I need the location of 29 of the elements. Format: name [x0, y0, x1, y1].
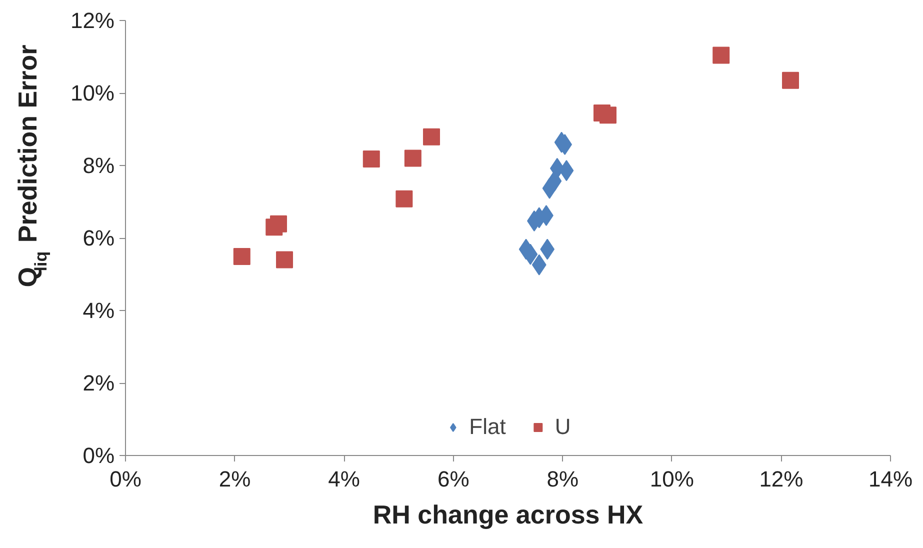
point — [362, 150, 380, 168]
x-tick-label: 14% — [868, 466, 913, 492]
x-axis-title: RH change across HX — [372, 500, 644, 530]
y-tick-label: 12% — [70, 8, 115, 33]
y-tick-label: 0% — [82, 443, 114, 468]
x-tick-label: 0% — [110, 466, 142, 492]
point — [233, 248, 250, 265]
point — [276, 251, 294, 268]
point — [423, 128, 440, 146]
x-tick-label: 6% — [437, 466, 470, 492]
x-tick-label: 10% — [650, 466, 694, 492]
x-tick-label: 8% — [546, 466, 579, 492]
x-tick-label: 2% — [218, 466, 251, 492]
x-tick-label: 12% — [759, 466, 804, 492]
y-tick-label: 10% — [70, 80, 115, 106]
y-tick-label: 4% — [82, 298, 114, 323]
point — [782, 72, 800, 89]
point — [712, 46, 730, 64]
legend-label: Flat — [469, 414, 506, 440]
point — [270, 215, 287, 232]
y-tick-label: 6% — [82, 226, 114, 250]
legend-label: U — [554, 414, 572, 440]
x-tick-label: 4% — [328, 466, 360, 492]
point — [396, 190, 413, 208]
point — [404, 150, 422, 167]
y-tick-label: 8% — [82, 153, 114, 178]
y-axis-title: Qliq Prediction Error — [12, 44, 50, 288]
point — [599, 106, 616, 124]
y-tick-label: 2% — [82, 370, 114, 396]
